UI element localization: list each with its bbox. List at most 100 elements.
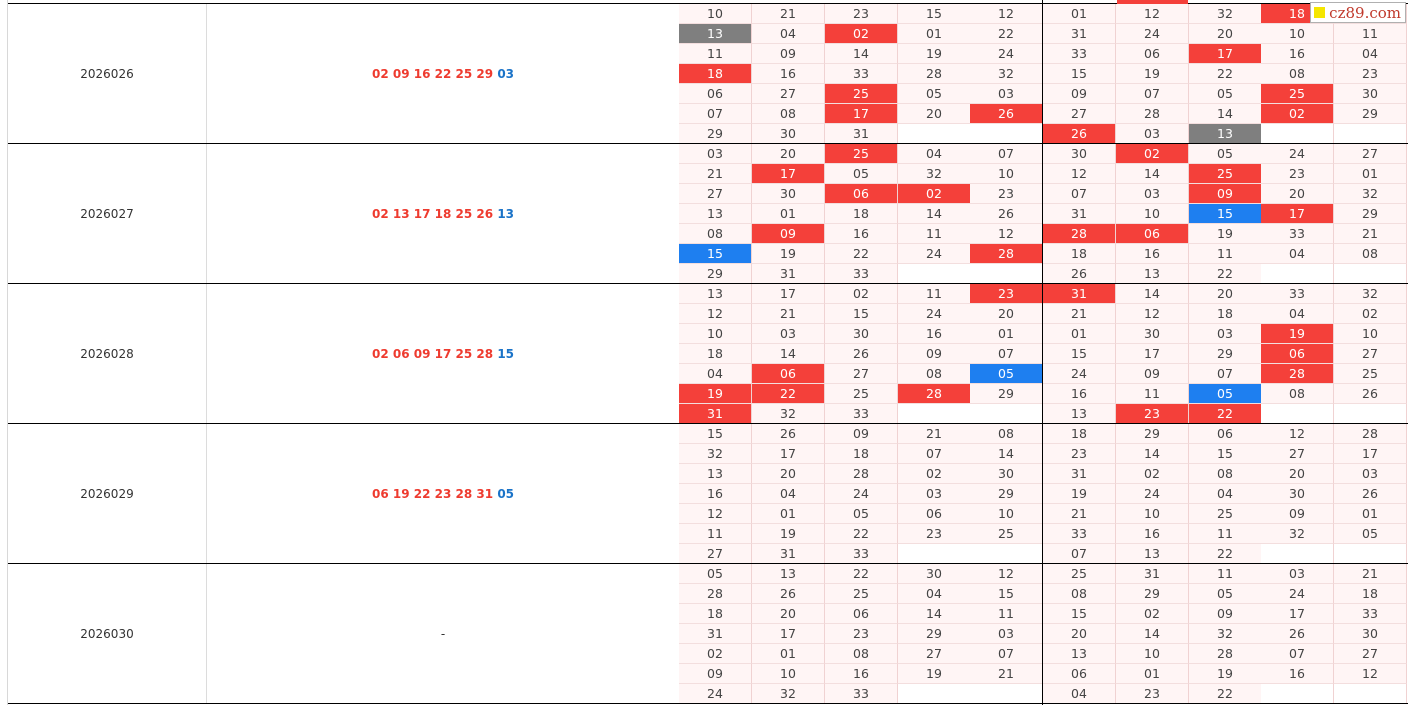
number-cell: 27 [1334,644,1407,664]
number-cell: 09 [1261,504,1334,524]
number-cell: 29 [1189,344,1262,364]
number-cell: 10 [970,164,1043,184]
number-cell: 26 [970,104,1043,124]
number-cell: 17 [1189,44,1262,64]
number-cell [898,544,971,564]
number-cell: 16 [1261,664,1334,684]
number-cell: 10 [752,664,825,684]
draw-numbers: 02 13 17 18 25 26 13 [206,143,679,283]
draw-numbers: - [206,563,679,703]
number-cell: 16 [752,64,825,84]
number-cell: 05 [1189,384,1262,404]
number-cell: 13 [679,464,752,484]
number-cell: 06 [1116,44,1189,64]
number-cell: 04 [1043,684,1116,704]
number-cell: 28 [1261,364,1334,384]
number-cell [970,124,1043,144]
number-cell: 24 [679,684,752,704]
number-cell [1334,544,1407,564]
number-cell: 09 [1043,84,1116,104]
number-cell: 06 [898,504,971,524]
number-cell: 23 [1334,64,1407,84]
number-cell: 14 [752,344,825,364]
number-cell: 11 [1334,24,1407,44]
number-cell: 09 [1116,364,1189,384]
number-cell: 10 [1116,644,1189,664]
number-cell: 30 [1334,84,1407,104]
number-cell: 17 [825,104,898,124]
number-cell: 09 [898,344,971,364]
number-cell [1261,264,1334,284]
number-cell: 28 [1334,424,1407,444]
number-cell: 10 [1116,504,1189,524]
number-cell: 04 [1189,484,1262,504]
number-cell: 15 [1189,444,1262,464]
number-cell: 03 [1189,324,1262,344]
number-cell: 24 [1116,484,1189,504]
number-cell: 23 [1043,444,1116,464]
period-separator [7,283,1408,284]
number-cell: 23 [825,624,898,644]
number-cell: 08 [970,424,1043,444]
number-cell: 27 [1261,444,1334,464]
number-cell: 13 [679,284,752,304]
number-cell: 19 [1116,64,1189,84]
number-cell: 33 [1043,524,1116,544]
number-cell: 28 [1116,104,1189,124]
number-cell: 18 [825,444,898,464]
number-cell: 30 [1334,624,1407,644]
number-cell: 05 [1189,144,1262,164]
prior-row-highlight [1117,0,1188,4]
number-cell: 33 [825,544,898,564]
number-cell: 25 [1189,504,1262,524]
number-cell: 31 [825,124,898,144]
number-cell: 02 [825,284,898,304]
number-cell: 19 [679,384,752,404]
number-cell: 29 [898,624,971,644]
number-cell: 03 [970,84,1043,104]
draw-numbers: 02 06 09 17 25 28 15 [206,283,679,423]
logo-square-icon [1314,7,1326,18]
number-cell: 08 [752,104,825,124]
number-cell: 07 [970,644,1043,664]
number-cell: 30 [752,124,825,144]
number-cell: 31 [752,264,825,284]
number-cell: 19 [1043,484,1116,504]
number-cell: 09 [752,44,825,64]
number-cell: 25 [825,84,898,104]
number-cell: 25 [1334,364,1407,384]
number-cell: 06 [752,364,825,384]
number-cell: 04 [1261,244,1334,264]
number-cell: 18 [1189,304,1262,324]
number-cell: 25 [825,384,898,404]
number-cell: 29 [1116,424,1189,444]
number-cell: 03 [1116,184,1189,204]
number-cell: 28 [825,464,898,484]
period-separator [7,423,1408,424]
number-cell: 16 [1261,44,1334,64]
number-cell: 09 [679,664,752,684]
number-cell: 08 [898,364,971,384]
number-cell: 27 [1334,144,1407,164]
number-cell: 16 [1043,384,1116,404]
number-cell: 18 [1043,244,1116,264]
number-cell: 13 [679,204,752,224]
blue-ball-number: 15 [497,346,515,361]
number-cell: 21 [1334,564,1407,584]
number-cell: 29 [1334,204,1407,224]
number-cell: 04 [752,484,825,504]
number-cell: 26 [1043,124,1116,144]
number-cell: 15 [1043,604,1116,624]
number-cell: 02 [679,644,752,664]
number-cell: 27 [752,84,825,104]
number-cell: 08 [1334,244,1407,264]
number-cell: 03 [752,324,825,344]
number-cell: 24 [898,244,971,264]
number-cell: 19 [898,664,971,684]
number-cell [1261,124,1334,144]
number-cell: 27 [898,644,971,664]
matrix-divider [1042,0,1043,705]
number-cell: 19 [1189,664,1262,684]
number-cell: 14 [1116,164,1189,184]
number-cell: 32 [1334,284,1407,304]
